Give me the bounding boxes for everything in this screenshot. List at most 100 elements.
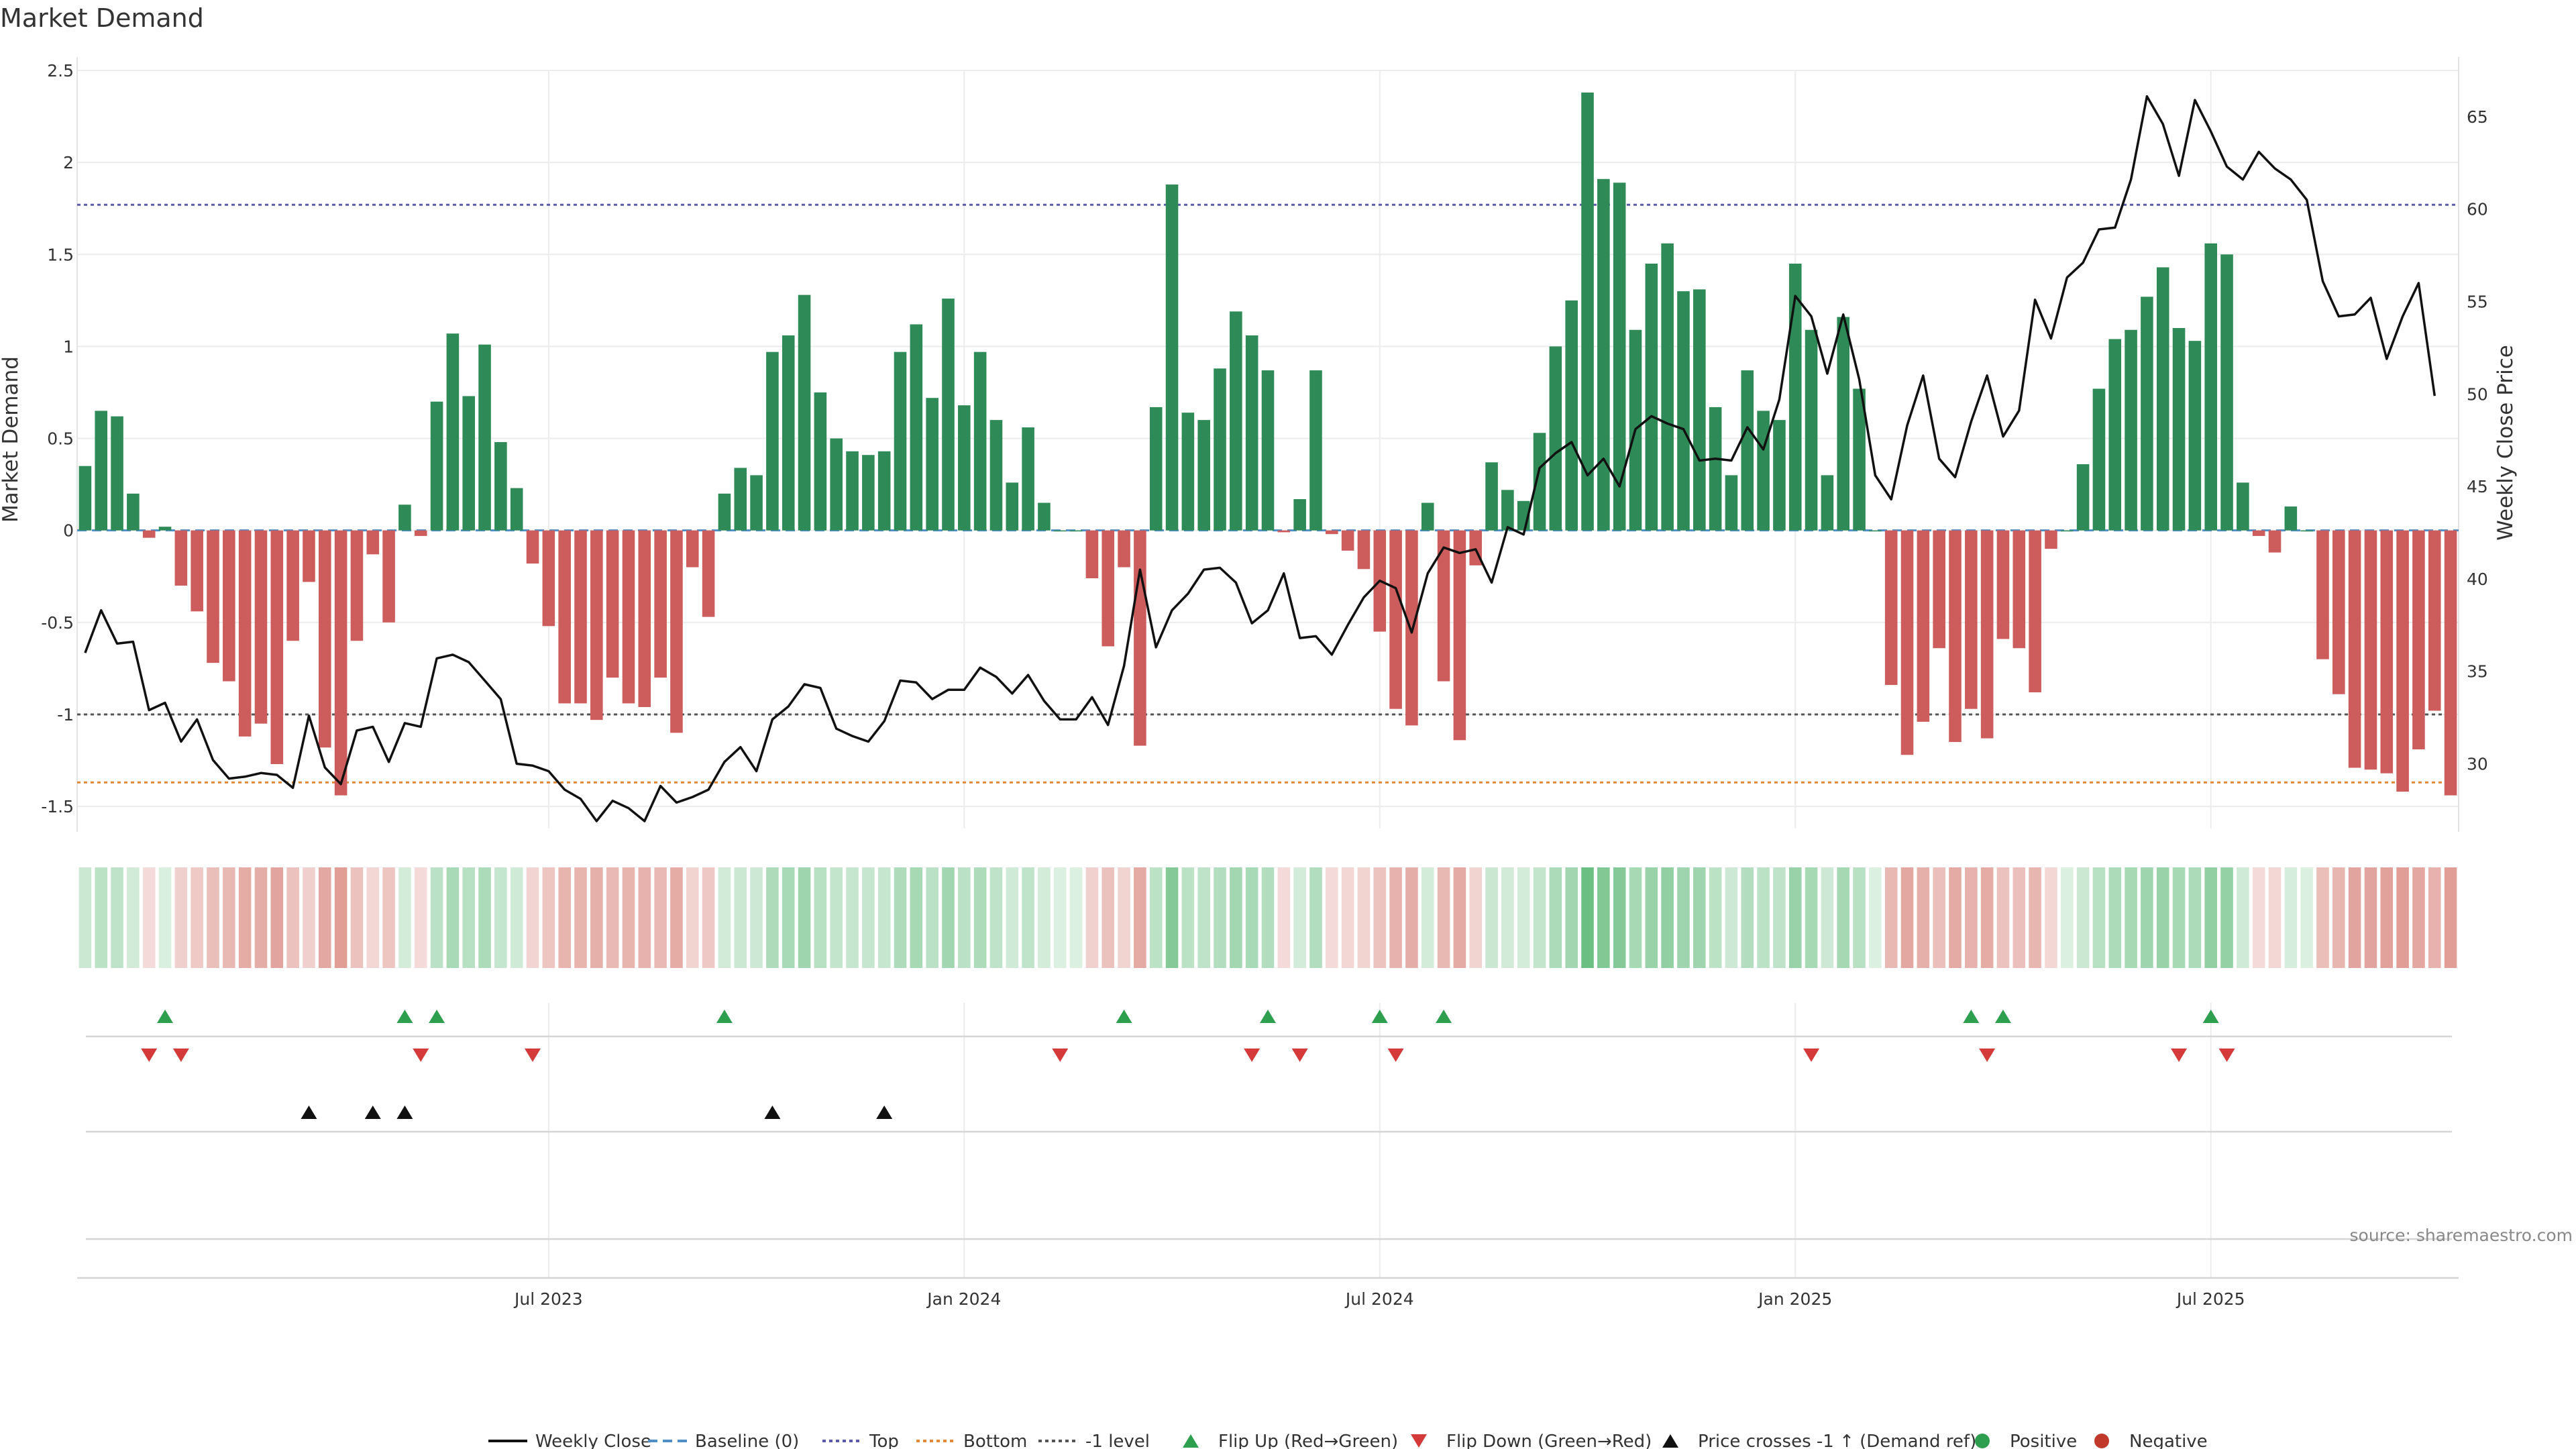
demand-bar [382, 530, 395, 623]
price-cross-marker [301, 1106, 317, 1119]
demand-bar [319, 530, 331, 748]
demand-bar [1405, 530, 1418, 726]
demand-bar [1357, 530, 1371, 570]
demand-bar [1341, 530, 1354, 551]
demand-bar [1197, 420, 1210, 531]
left-tick-label: 1 [63, 337, 74, 356]
demand-bar [1038, 502, 1051, 531]
heat-cell [2316, 867, 2329, 968]
heat-cell [1022, 867, 1034, 968]
demand-bar [350, 530, 364, 641]
heat-cell [2029, 867, 2041, 968]
legend-swatch [1183, 1434, 1199, 1448]
demand-bar [414, 530, 427, 536]
demand-bar [462, 396, 476, 531]
left-tick-label: 1.5 [47, 245, 74, 264]
x-tick-label: Jul 2024 [1344, 1289, 1414, 1309]
demand-bar [1661, 243, 1674, 531]
demand-bar [526, 530, 539, 564]
left-tick-label: -1 [57, 705, 74, 724]
heat-cell [158, 867, 172, 968]
heat-cell [1980, 867, 1994, 968]
right-tick-label: 45 [2467, 477, 2488, 496]
heat-cell [1805, 867, 1818, 968]
legend-label: Baseline (0) [695, 1432, 799, 1449]
legend-item: Top [822, 1432, 899, 1449]
demand-bar [830, 438, 843, 531]
demand-bar [1485, 462, 1498, 531]
demand-bar [2141, 297, 2153, 531]
heat-cell [862, 867, 875, 968]
heat-cell [830, 867, 843, 968]
heat-cell [319, 867, 331, 968]
demand-bar [558, 530, 571, 704]
price-cross-marker [764, 1106, 781, 1119]
left-tick-label: -1.5 [41, 797, 74, 816]
heat-cell [2220, 867, 2233, 968]
demand-bar [766, 352, 779, 531]
weekly-close-series [84, 95, 2436, 822]
demand-bar [430, 401, 443, 531]
heat-cell [95, 867, 108, 968]
heat-cell [1965, 867, 1978, 968]
heat-cell [1149, 867, 1163, 968]
demand-bar [1980, 530, 1994, 739]
demand-bar [398, 504, 411, 531]
heat-cell [2380, 867, 2394, 968]
demand-bar [542, 530, 555, 627]
demand-bar [942, 299, 955, 531]
heat-cell [1533, 867, 1546, 968]
right-axis-label: Weekly Close Price [2493, 345, 2518, 541]
heat-cell [2012, 867, 2026, 968]
heat-cell [1757, 867, 1770, 968]
heat-cell [1645, 867, 1658, 968]
heat-cell [846, 867, 859, 968]
heat-cell [462, 867, 476, 968]
flip-down-marker [1387, 1049, 1404, 1062]
heat-cell [1405, 867, 1418, 968]
demand-bar [638, 530, 651, 707]
heat-cell [973, 867, 987, 968]
heat-cell [910, 867, 923, 968]
demand-bar [2268, 530, 2282, 553]
demand-bar [2252, 530, 2265, 536]
demand-bar [1085, 530, 1099, 578]
demand-bar [1757, 411, 1770, 531]
legend-label: Flip Down (Green→Red) [1446, 1432, 1652, 1449]
heat-cell [1788, 867, 1802, 968]
flip-up-marker [1116, 1010, 1132, 1023]
heat-cell [1709, 867, 1722, 968]
heat-cell [702, 867, 715, 968]
demand-bar [1181, 413, 1195, 531]
heat-cell [1006, 867, 1019, 968]
legend-label: Positive [2010, 1432, 2077, 1449]
heat-cell [1613, 867, 1626, 968]
x-tick-label: Jul 2023 [513, 1289, 583, 1309]
flip-up-marker [1963, 1010, 1980, 1023]
heat-cell [254, 867, 268, 968]
demand-bar [2237, 482, 2249, 531]
demand-bar [1613, 182, 1626, 531]
heat-cell [2332, 867, 2345, 968]
demand-bar [1917, 530, 1930, 722]
heat-cell [142, 867, 156, 968]
heat-cell [1214, 867, 1226, 968]
demand-bar [894, 352, 907, 531]
demand-bar [2316, 530, 2329, 659]
demand-bar [1389, 530, 1402, 709]
demand-bar [702, 530, 715, 617]
demand-bar [1230, 311, 1242, 531]
demand-bar [1677, 291, 1690, 531]
demand-bar [1069, 530, 1083, 532]
heat-cell [494, 867, 507, 968]
demand-bar [270, 530, 284, 765]
demand-bar [478, 344, 491, 531]
demand-bar [254, 530, 268, 724]
demand-bar [2348, 530, 2361, 768]
demand-bar [1837, 317, 1850, 531]
heat-cell [78, 867, 92, 968]
demand-bar [1805, 329, 1818, 531]
demand-bar [286, 530, 299, 641]
heat-cell [2348, 867, 2361, 968]
demand-bar [2380, 530, 2394, 773]
